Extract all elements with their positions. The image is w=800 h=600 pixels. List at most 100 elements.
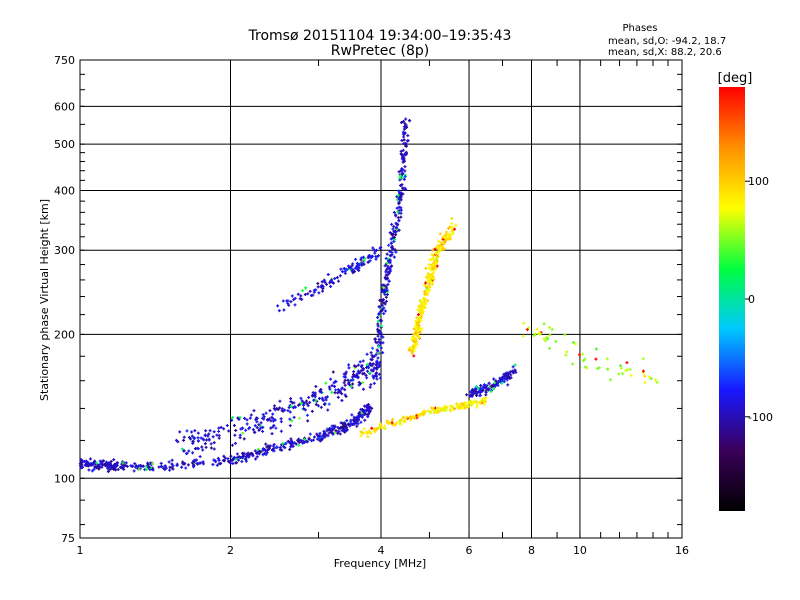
- scatter-point: [371, 362, 375, 366]
- scatter-point: [441, 407, 445, 411]
- scatter-point: [415, 342, 419, 346]
- scatter-point: [244, 455, 248, 459]
- scatter-point: [442, 236, 446, 240]
- scatter-point: [402, 135, 406, 139]
- scatter-point: [310, 409, 314, 413]
- scatter-point: [473, 400, 477, 404]
- scatter-point: [377, 254, 381, 258]
- scatter-point: [390, 421, 394, 425]
- colorbar-label: [deg]: [718, 71, 753, 86]
- scatter-point: [88, 457, 92, 461]
- scatter-point: [354, 421, 358, 425]
- scatter-point: [386, 283, 390, 287]
- scatter-point: [150, 467, 154, 471]
- scatter-point: [370, 255, 374, 259]
- scatter-point: [400, 176, 404, 180]
- scatter-point: [255, 426, 259, 430]
- scatter-point: [191, 451, 195, 455]
- scatter-point: [402, 119, 406, 123]
- scatter-point: [190, 434, 194, 438]
- y-tick-label: 600: [54, 100, 75, 113]
- scatter-point: [271, 448, 275, 452]
- scatter-point: [565, 350, 569, 354]
- scatter-point: [421, 307, 425, 311]
- scatter-point: [323, 403, 327, 407]
- scatter-point: [357, 411, 361, 415]
- scatter-point: [231, 416, 235, 420]
- scatter-point: [376, 319, 380, 323]
- scatter-point: [324, 398, 328, 402]
- scatter-point: [251, 428, 255, 432]
- scatter-point: [212, 447, 216, 451]
- scatter-point: [445, 405, 449, 409]
- scatter-point: [351, 382, 355, 386]
- scatter-point: [330, 278, 334, 282]
- scatter-point: [300, 402, 304, 406]
- scatter-point: [229, 454, 233, 458]
- scatter-point: [365, 431, 369, 435]
- scatter-point: [78, 462, 82, 466]
- scatter-point: [327, 428, 331, 432]
- scatter-point: [346, 378, 350, 382]
- scatter-point: [402, 132, 406, 136]
- scatter-point: [380, 319, 384, 323]
- scatter-point: [481, 400, 485, 404]
- scatter-point: [426, 299, 430, 303]
- scatter-point: [374, 372, 378, 376]
- scatter-point: [385, 421, 389, 425]
- scatter-point: [331, 370, 335, 374]
- scatter-point: [374, 337, 378, 341]
- scatter-point: [432, 266, 436, 270]
- scatter-point: [341, 421, 345, 425]
- scatter-point: [364, 373, 368, 377]
- scatter-point: [311, 438, 315, 442]
- scatter-point: [372, 366, 376, 370]
- scatter-point: [222, 454, 226, 458]
- scatter-point: [479, 383, 483, 387]
- scatter-point: [178, 430, 182, 434]
- scatter-point: [137, 464, 141, 468]
- scatter-point: [381, 351, 385, 355]
- scatter-point: [398, 198, 402, 202]
- scatter-point: [380, 303, 384, 307]
- x-tick-label: 6: [466, 544, 473, 557]
- scatter-point: [343, 271, 347, 275]
- scatter-point: [343, 383, 347, 387]
- scatter-point: [481, 388, 485, 392]
- scatter-point: [475, 405, 479, 409]
- scatter-point: [365, 363, 369, 367]
- scatter-point: [168, 468, 172, 472]
- scatter-point: [432, 270, 436, 274]
- scatter-point: [421, 302, 425, 306]
- scatter-point: [542, 337, 546, 341]
- scatter-point: [368, 361, 372, 365]
- scatter-point: [414, 332, 418, 336]
- scatter-point: [525, 328, 529, 332]
- scatter-point: [314, 384, 318, 388]
- scatter-point: [333, 431, 337, 435]
- scatter-point: [428, 285, 432, 289]
- scatter-point: [317, 397, 321, 401]
- scatter-point: [582, 359, 586, 363]
- scatter-point: [322, 278, 326, 282]
- scatter-point: [351, 262, 355, 266]
- scatter-point: [466, 401, 470, 405]
- scatter-point: [159, 461, 163, 465]
- scatter-point: [470, 389, 474, 393]
- scatter-point: [245, 422, 249, 426]
- scatter-point: [378, 376, 382, 380]
- grid-lines: [80, 60, 682, 538]
- scatter-point: [289, 300, 293, 304]
- scatter-point: [130, 464, 134, 468]
- scatter-point: [319, 405, 323, 409]
- scatter-point: [312, 398, 316, 402]
- scatter-point: [201, 448, 205, 452]
- scatter-point: [289, 445, 293, 449]
- scatter-point: [376, 349, 380, 353]
- scatter-point: [478, 394, 482, 398]
- scatter-point: [585, 366, 589, 370]
- scatter-point: [384, 268, 388, 272]
- scatter-point: [395, 206, 399, 210]
- scatter-point: [355, 424, 359, 428]
